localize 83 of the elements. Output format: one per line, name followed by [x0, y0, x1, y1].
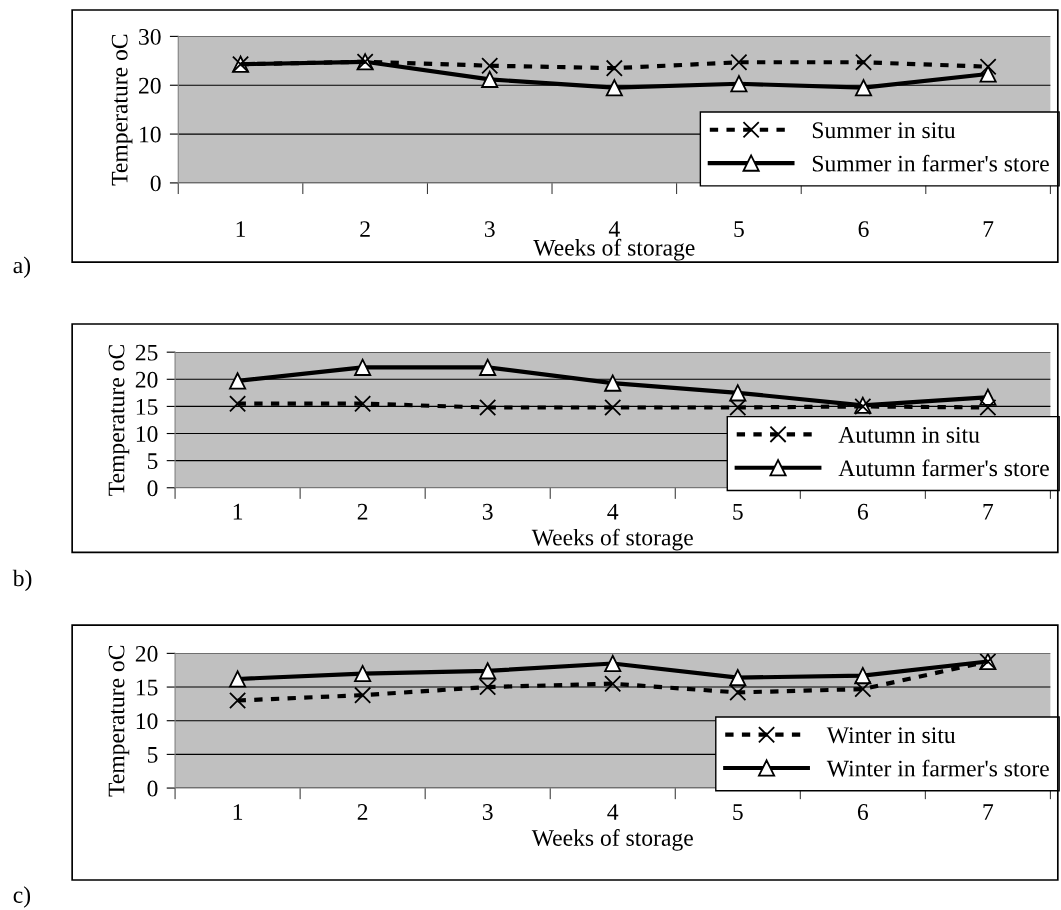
legend-label: Summer in farmer's store [812, 154, 1049, 172]
legend-label: Autumn in situ [838, 427, 980, 443]
x-tick-label: 2 [357, 804, 368, 820]
point [730, 75, 748, 93]
x-tick-label: 5 [733, 804, 743, 820]
point [354, 665, 372, 683]
point [604, 654, 622, 673]
y-tick-label: 15 [136, 399, 158, 415]
point [604, 398, 622, 417]
point [479, 662, 497, 680]
x-axis-title: Weeks of storage [533, 238, 695, 261]
point [479, 398, 497, 417]
y-tick-label: 20 [135, 371, 158, 388]
x-tick-label: 6 [858, 221, 869, 238]
point [979, 65, 997, 83]
x-tick-label: 4 [607, 503, 619, 520]
point [854, 53, 873, 71]
x-tick-label: 7 [983, 503, 994, 520]
text: a) [13, 256, 31, 279]
point [479, 678, 497, 696]
y-tick-label: 0 [147, 480, 158, 497]
x-tick-label: 7 [983, 804, 994, 820]
y-tick-label: 15 [136, 679, 158, 696]
point [605, 79, 623, 97]
x-tick-label: 1 [236, 221, 246, 237]
x-tick-label: 7 [983, 221, 994, 237]
y-axis-title: Temperature oC [108, 345, 130, 496]
y-tick-label: 0 [150, 175, 161, 192]
y-tick-label: 20 [135, 645, 158, 662]
x-tick-label: 5 [733, 503, 743, 520]
y-tick-label: 5 [147, 453, 158, 470]
y-axis-title: Temperature oC [111, 34, 133, 186]
x-axis-title: Weeks of storage [531, 829, 693, 851]
legend-label: Winter in situ [826, 727, 956, 744]
point [481, 70, 499, 88]
point [854, 79, 873, 97]
x-tick-label: 2 [357, 503, 368, 520]
y-tick-label: 5 [147, 747, 158, 763]
y-tick-label: 25 [135, 344, 158, 361]
point [479, 358, 497, 376]
point [229, 670, 247, 688]
x-tick-label: 6 [857, 804, 869, 820]
point [729, 384, 747, 402]
point [605, 59, 623, 77]
x-tick-label: 4 [607, 804, 619, 820]
text: b) [12, 569, 32, 592]
point [729, 669, 747, 687]
y-tick-label: 10 [136, 426, 158, 442]
x-axis-title: Weeks of storage [531, 528, 693, 551]
x-tick-label: 2 [360, 221, 370, 237]
point [354, 686, 372, 704]
point [354, 358, 372, 376]
point [979, 58, 997, 76]
text: c) [13, 886, 31, 908]
x-tick-label: 3 [482, 804, 493, 820]
x-tick-label: 4 [608, 221, 620, 237]
point [481, 57, 499, 75]
legend-label: Winter in farmer's store [826, 759, 1049, 777]
point [604, 675, 622, 693]
point [854, 667, 872, 685]
point [229, 691, 247, 710]
point [729, 398, 747, 417]
y-axis-title: Temperature oC [108, 645, 130, 797]
y-tick-label: 20 [139, 77, 161, 94]
y-tick-label: 30 [139, 28, 161, 45]
point [730, 53, 748, 71]
point [229, 372, 247, 390]
x-tick-label: 3 [484, 221, 495, 238]
legend-label: Summer in situ [812, 122, 956, 139]
x-tick-label: 1 [233, 804, 243, 820]
y-tick-label: 0 [147, 780, 158, 797]
legend-label: Autumn farmer's store [838, 459, 1049, 477]
x-tick-label: 1 [233, 503, 243, 520]
x-tick-label: 6 [857, 503, 869, 520]
y-tick-label: 10 [140, 126, 161, 143]
y-tick-label: 10 [136, 713, 158, 730]
x-tick-label: 5 [734, 221, 744, 238]
point [604, 374, 622, 392]
point [979, 398, 997, 417]
point [229, 395, 247, 413]
x-tick-label: 3 [482, 503, 493, 520]
point [354, 395, 372, 413]
point [854, 680, 872, 698]
